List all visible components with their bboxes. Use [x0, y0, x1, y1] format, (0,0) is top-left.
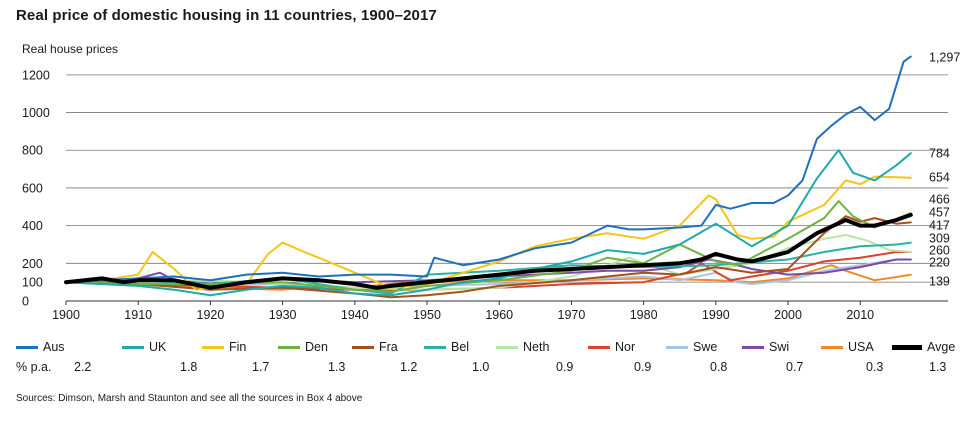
x-tick-label: 1990 [702, 308, 730, 322]
series-lines [64, 55, 913, 299]
growth-rate-nor: 0.9 [634, 360, 652, 374]
legend-item-fin: Fin [202, 338, 246, 356]
y-tick-label: 800 [22, 144, 43, 158]
y-tick-label: 0 [22, 295, 29, 309]
x-tick-label: 2000 [774, 308, 802, 322]
legend-swatch [588, 345, 610, 349]
end-label: 466 [929, 193, 950, 207]
x-tick-label: 1910 [124, 308, 152, 322]
y-tick-label: 600 [22, 181, 43, 195]
legend-label: Fra [379, 340, 398, 354]
legend-swatch [352, 345, 374, 349]
legend-label: Swe [693, 340, 718, 354]
legend-label: Fin [229, 340, 247, 354]
series-line-aus [65, 55, 912, 284]
end-label: 260 [929, 244, 950, 258]
legend-label: Avge [927, 340, 956, 354]
x-tick-label: 1940 [341, 308, 369, 322]
growth-rate-usa: 0.3 [866, 360, 884, 374]
legend-swatch [278, 345, 300, 349]
legend-item-den: Den [278, 338, 328, 356]
legend-swatch [202, 345, 224, 349]
legend-label: Den [305, 340, 328, 354]
legend-item-usa: USA [821, 338, 874, 356]
x-tick-label: 1920 [197, 308, 225, 322]
growth-rate-fra: 1.2 [400, 360, 418, 374]
legend-swatch [821, 345, 843, 349]
growth-rate-row: % p.a. 2.2 1.8 1.7 1.3 1.2 1.0 0.9 0.9 0.8 0.7 0.3… [16, 360, 961, 378]
x-tick-label: 1980 [630, 308, 658, 322]
legend-label: Nor [615, 340, 636, 354]
x-tick-label: 2010 [846, 308, 874, 322]
end-label: 1,297 [929, 51, 960, 65]
gridlines [66, 74, 948, 302]
legend-swatch [742, 345, 764, 349]
series-line-neth [65, 234, 912, 291]
legend-item-aus: Aus [16, 338, 65, 356]
growth-rate-uk: 1.8 [180, 360, 198, 374]
chart-title: Real price of domestic housing in 11 cou… [16, 7, 437, 24]
x-axis: 1900 1910 1920 1930 1940 1950 1960 1970 1980 1990… [52, 301, 874, 322]
y-tick-label: 1200 [22, 68, 50, 82]
y-tick-label: 200 [22, 257, 43, 271]
y-tick-label: 100 [22, 276, 43, 290]
legend-label: USA [848, 340, 874, 354]
growth-rate-swi: 0.7 [786, 360, 804, 374]
legend-item-avge: Avge [892, 338, 955, 356]
legend-item-swe: Swe [666, 338, 717, 356]
growth-rate-swe: 0.8 [710, 360, 728, 374]
legend-item-uk: UK [122, 338, 166, 356]
legend-item-neth: Neth [496, 338, 549, 356]
pct-label: % p.a. [16, 360, 52, 374]
legend-swatch [666, 345, 688, 349]
legend: Aus UK Fin Den Fra Bel Neth Nor Swe Swi USA Avge [16, 338, 961, 356]
legend-label: Swi [769, 340, 790, 354]
growth-rate-den: 1.3 [328, 360, 346, 374]
series-line-avge [64, 212, 913, 290]
growth-rate-aus: 2.2 [74, 360, 92, 374]
legend-item-swi: Swi [742, 338, 789, 356]
legend-label: Neth [523, 340, 550, 354]
y-tick-label: 1000 [22, 106, 50, 120]
y-tick-label: 400 [22, 219, 43, 233]
legend-item-fra: Fra [352, 338, 398, 356]
growth-rate-neth: 0.9 [556, 360, 574, 374]
legend-item-bel: Bel [424, 338, 469, 356]
legend-label: Aus [43, 340, 65, 354]
legend-swatch [122, 345, 144, 349]
legend-item-nor: Nor [588, 338, 635, 356]
end-label: 417 [929, 219, 950, 233]
y-axis: 0 100 200 400 600 800 1000 1200 [22, 68, 50, 308]
legend-label: UK [149, 340, 167, 354]
series-line-fra [65, 215, 912, 299]
x-tick-label: 1930 [269, 308, 297, 322]
legend-label: Bel [451, 340, 470, 354]
growth-rate-bel: 1.0 [472, 360, 490, 374]
x-tick-label: 1950 [413, 308, 441, 322]
end-label: 457 [929, 206, 950, 220]
growth-rate-fin: 1.7 [252, 360, 270, 374]
series-line-fin [65, 175, 912, 291]
series-line-uk [65, 149, 912, 297]
end-label: 309 [929, 232, 950, 246]
end-label: 784 [929, 147, 950, 161]
legend-swatch [16, 345, 38, 349]
x-tick-label: 1900 [52, 308, 80, 322]
y-axis-label: Real house prices [22, 42, 119, 56]
x-tick-label: 1960 [485, 308, 513, 322]
end-label: 139 [929, 275, 950, 289]
end-label: 654 [929, 171, 950, 185]
source-note: Sources: Dimson, Marsh and Staunton and … [16, 393, 363, 404]
growth-rate-avge: 1.3 [929, 360, 947, 374]
legend-swatch [424, 345, 446, 349]
end-label: 220 [929, 256, 950, 270]
series-line-usa [65, 264, 912, 291]
x-tick-label: 1970 [558, 308, 586, 322]
legend-swatch [496, 345, 518, 349]
legend-swatch [892, 344, 922, 350]
